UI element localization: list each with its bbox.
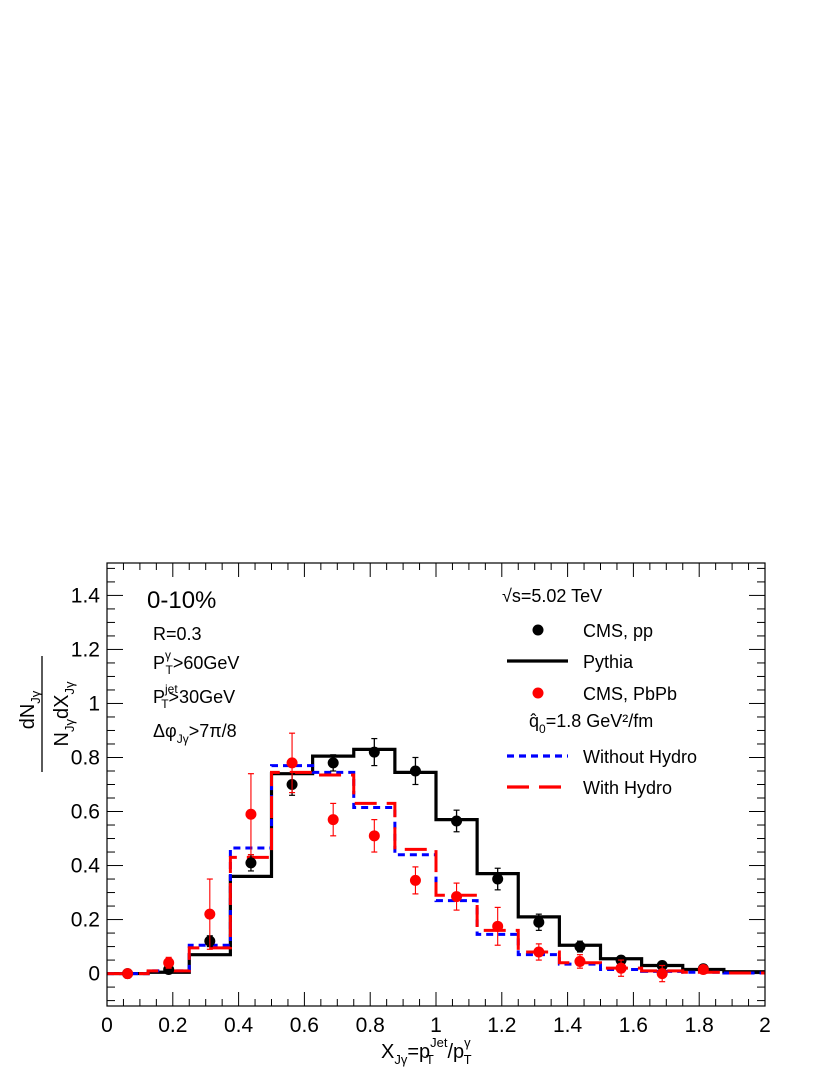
cms-pbpb-point [492, 920, 504, 932]
x-tick-label: 1.2 [487, 1014, 516, 1037]
x-tick-label: 1.6 [619, 1014, 648, 1037]
x-tick-label: 0 [101, 1014, 113, 1037]
cms-pbpb-point [368, 830, 380, 842]
centrality-label: 0-10% [147, 587, 216, 614]
y-tick-label: 0.2 [71, 909, 100, 932]
dphi-cut-label: ΔφJγ>7π/8 [153, 721, 237, 746]
cms-pp-point [574, 941, 586, 953]
radius-label: R=0.3 [153, 624, 202, 644]
legend-label-pythia: Pythia [583, 652, 634, 672]
y-tick-label: 1.2 [71, 638, 100, 661]
series-pythia-line [107, 747, 765, 976]
cms-pp-point [245, 857, 257, 869]
legend-marker-cms-pp [532, 624, 544, 636]
y-axis-label-denominator: NJγdXJγ [51, 681, 77, 746]
y-tick-label: 0.4 [71, 855, 101, 878]
y-tick-label: 1 [88, 692, 100, 715]
qhat-label: q̂0=1.8 GeV²/fm [529, 711, 653, 736]
x-tick-label: 1.4 [553, 1014, 583, 1037]
cms-pbpb-point [533, 946, 545, 958]
legend-label-cms-pp: CMS, pp [583, 621, 653, 641]
cms-pbpb-point [245, 808, 257, 820]
x-tick-label: 2 [759, 1014, 771, 1037]
legend-label-without-hydro: Without Hydro [583, 747, 697, 767]
x-tick-label: 1 [430, 1014, 442, 1037]
legend-label-cms-pbpb: CMS, PbPb [583, 684, 677, 704]
energy-label: √s=5.02 TeV [502, 586, 602, 606]
cms-pp-point [409, 765, 421, 777]
y-tick-label: 1.4 [71, 584, 101, 607]
cms-pbpb-point [327, 814, 339, 826]
cms-pbpb-point [656, 968, 668, 980]
y-tick-label: 0 [88, 963, 100, 986]
cms-pp-point [451, 815, 463, 827]
series-layer [107, 732, 765, 983]
cms-pp-point [492, 873, 504, 885]
x-tick-label: 0.6 [290, 1014, 319, 1037]
cms-pp-point [368, 746, 380, 758]
x-tick-label: 1.8 [685, 1014, 714, 1037]
x-tick-label: 0.4 [224, 1014, 254, 1037]
x-tick-label: 0.8 [356, 1014, 385, 1037]
cms-pbpb-point [122, 968, 134, 980]
jet-cut-label: Pjet T>30GeV [153, 682, 235, 711]
y-tick-label: 0.6 [71, 801, 100, 824]
legend-label-with-hydro: With Hydro [583, 778, 672, 798]
y-tick-label: 0.8 [71, 746, 100, 769]
x-axis-label: XJγ=pJet T/pγ T [381, 1035, 472, 1067]
plot-frame [106, 562, 766, 1007]
y-axis-label-numerator: dNJγ [17, 690, 43, 729]
cms-pbpb-point [451, 891, 463, 903]
cms-pp-point [327, 757, 339, 769]
cms-pbpb-point [574, 955, 586, 967]
legend: CMS, pp Pythia CMS, PbPb Without Hydro With … [507, 621, 697, 798]
cms-pbpb-point [409, 874, 421, 886]
legend-marker-cms-pbpb [532, 687, 544, 699]
cms-pbpb-point [286, 757, 298, 769]
cms-pp-point [533, 916, 545, 928]
cms-pbpb-point [697, 964, 709, 976]
y-axis-label: dNJγ NJγdXJγ [17, 656, 77, 772]
cms-pbpb-point [204, 908, 216, 920]
x-tick-label: 0.2 [158, 1014, 187, 1037]
annotation-texts: 0-10% R=0.3 Pγ T>60GeV Pjet T>30GeV ΔφJγ>7π/8 √… [17, 586, 653, 1067]
axes: 0 0.2 0.4 0.6 0.8 1 1.2 1.4 1.6 1.8 2 0 0.2 0.4 0.6 0.8… [71, 563, 771, 1037]
photon-cut-label: Pγ T>60GeV [153, 648, 239, 677]
cms-pbpb-point [163, 957, 175, 969]
series-with-hydro-line [107, 770, 765, 976]
cms-pbpb-point [615, 962, 627, 974]
